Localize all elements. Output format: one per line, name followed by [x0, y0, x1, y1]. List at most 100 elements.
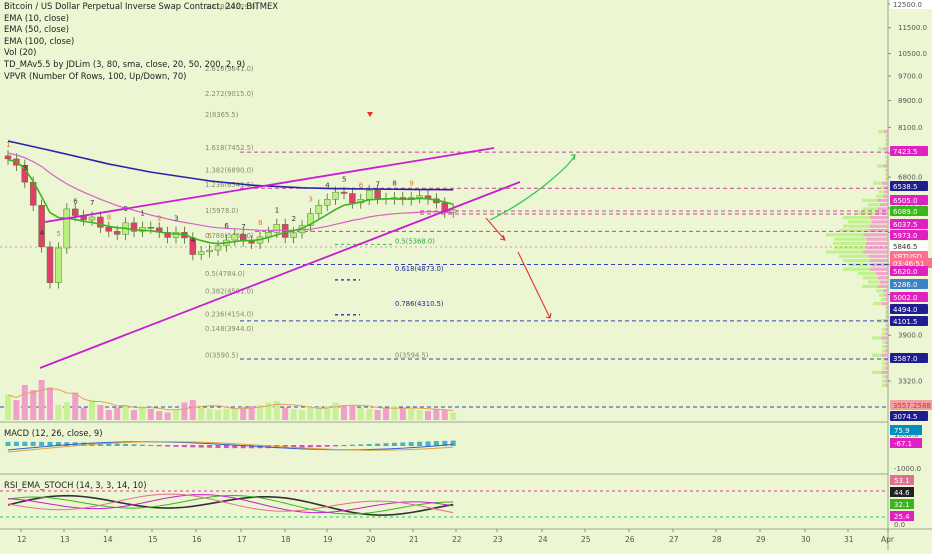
- vpvr-bar-up: [872, 370, 882, 374]
- td-count: 7: [90, 199, 94, 207]
- legend-vol[interactable]: Vol (20): [4, 47, 37, 58]
- volume-bar: [5, 395, 11, 420]
- vpvr-bar-down: [885, 366, 888, 370]
- volume-bar: [366, 409, 373, 420]
- candle-body: [273, 224, 281, 233]
- vpvr-bar-up: [882, 366, 886, 370]
- price-tag-label: 5002.0: [893, 294, 918, 302]
- vpvr-bar-up: [858, 271, 876, 276]
- candle-body: [172, 232, 180, 238]
- ema10-line: [7, 158, 454, 245]
- time-axis-label: 13: [60, 535, 70, 544]
- price-axis-label: 8100.0: [898, 124, 923, 132]
- candle-body: [332, 191, 339, 200]
- fib-label: 0.786(4310.5): [395, 300, 444, 308]
- vpvr-bar-up: [843, 216, 870, 220]
- fib-label: 1.618(7452.5): [205, 144, 254, 152]
- vpvr-bar-down: [870, 224, 888, 228]
- td-count: 2: [157, 214, 161, 222]
- vpvr-bar-up: [834, 237, 867, 241]
- macd-tag: [890, 425, 922, 435]
- volume-bar: [223, 409, 230, 420]
- rsi-label[interactable]: RSI_EMA_STOCH (14, 3, 3, 14, 10): [4, 480, 147, 490]
- volume-bar: [30, 390, 37, 420]
- legend-td[interactable]: TD_MAv5.5 by JDLim (3, 80, sma, close, 2…: [4, 58, 246, 69]
- price-tag-label: 4101.5: [893, 318, 918, 326]
- vpvr-bar-up: [879, 293, 885, 297]
- vpvr-bar-up: [826, 233, 864, 237]
- macd-hist: [148, 444, 154, 446]
- volume-bar: [265, 402, 272, 420]
- macd-hist: [299, 445, 305, 448]
- time-axis-label: 23: [493, 535, 503, 544]
- volume-bar: [97, 405, 104, 420]
- fib-label: 3.618(12229.0): [205, 3, 258, 11]
- td-count: 3: [174, 214, 178, 222]
- macd-hist: [425, 441, 431, 446]
- price-tag: [890, 206, 928, 216]
- td-count: 5: [342, 175, 346, 183]
- volume-bar: [324, 406, 331, 420]
- vpvr-bar-down: [881, 370, 888, 374]
- price-tag-label: 6037.5: [893, 221, 918, 229]
- candle-body: [374, 190, 381, 199]
- macd-hist: [47, 441, 53, 446]
- macd-signal: [7, 441, 454, 453]
- vpvr-bar-down: [876, 271, 888, 276]
- price-tag-label: 6505.0: [893, 197, 918, 205]
- vpvr-bar-up: [885, 142, 887, 147]
- td-count: 1: [140, 209, 144, 217]
- fib-label: 2.618(9841.0): [205, 65, 254, 73]
- volume-bar: [206, 409, 213, 420]
- macd-hist: [223, 445, 229, 449]
- volume-bar: [349, 406, 356, 420]
- price-tag: [890, 181, 928, 191]
- rsi-tag-label: 32.1: [894, 501, 910, 509]
- rsi-tag: [890, 487, 914, 497]
- volume-bar: [408, 409, 415, 420]
- vpvr-bar-down: [870, 259, 888, 263]
- candle-body: [323, 199, 331, 206]
- legend-ema100[interactable]: EMA (100, close): [4, 35, 75, 46]
- candle-body: [130, 222, 138, 232]
- rsi-tag: [890, 511, 914, 521]
- vpvr-bar-up: [848, 220, 872, 224]
- price-axis-label: 11500.0: [898, 24, 927, 32]
- macd-hist: [307, 445, 313, 448]
- vpvr-bar-up: [878, 147, 884, 151]
- vpvr-bar-up: [826, 250, 864, 254]
- macd-hist: [375, 443, 381, 446]
- vpvr-bar-down: [870, 216, 888, 220]
- fib-label: 0.382(4501.0): [205, 287, 254, 295]
- volume-bar: [55, 405, 62, 420]
- vpvr-bar-up: [868, 203, 880, 207]
- volume-bar: [156, 411, 163, 420]
- candle-body: [206, 249, 213, 253]
- legend-vpvr[interactable]: VPVR (Number Of Rows, 100, Up/Down, 70): [4, 70, 187, 81]
- price-tag-label: 4494.0: [893, 306, 918, 314]
- fib-label: 0.5(4784.0): [205, 270, 245, 278]
- vpvr-bar-down: [877, 198, 888, 202]
- time-axis-label: 19: [323, 535, 333, 544]
- volume-bar: [139, 406, 146, 420]
- time-axis-label: 14: [103, 535, 113, 544]
- td-count: 3: [23, 164, 27, 172]
- vpvr-bar-down: [885, 185, 888, 190]
- vpvr-bar-down: [881, 336, 888, 340]
- legend-ema10[interactable]: EMA (10, close): [4, 12, 69, 23]
- volume-bar: [173, 410, 179, 420]
- volume-bar: [215, 410, 221, 420]
- volume-bar: [38, 380, 45, 420]
- macd-label[interactable]: MACD (12, 26, close, 9): [4, 428, 103, 438]
- macd-hist: [358, 444, 364, 446]
- vpvr-bar-down: [866, 241, 888, 245]
- fib-label: 0.5(5368.0): [395, 237, 435, 245]
- vpvr-bar-down: [878, 276, 888, 280]
- vpvr-bar-down: [868, 228, 888, 233]
- volume-bar: [290, 409, 297, 420]
- volume-bar: [147, 409, 154, 420]
- macd-hist: [383, 443, 389, 446]
- vpvr-bar-up: [839, 228, 869, 233]
- legend-ema50[interactable]: EMA (50, close): [4, 24, 69, 35]
